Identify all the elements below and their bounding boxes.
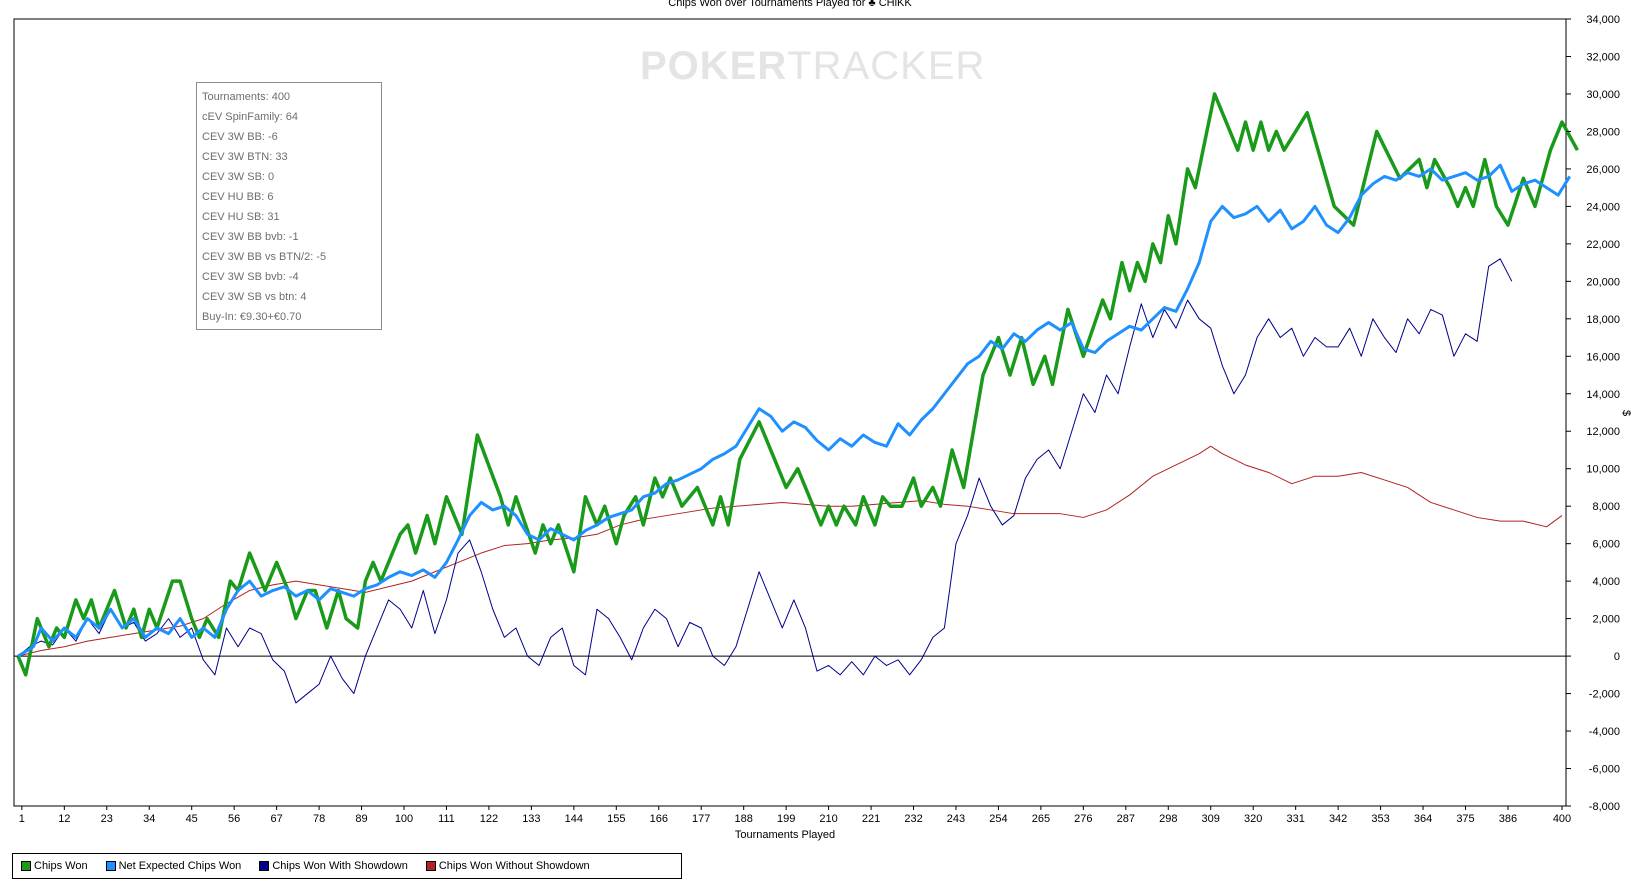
stats-line: cEV SpinFamily: 64 bbox=[202, 111, 298, 123]
x-tick-label: 287 bbox=[1117, 813, 1135, 825]
y-tick-label: 24,000 bbox=[1586, 201, 1620, 213]
series-line-chips-won-without-showdown bbox=[17, 445, 1563, 657]
x-tick-label: 100 bbox=[395, 813, 413, 825]
x-tick-label: 12 bbox=[58, 813, 70, 825]
y-tick-label: 6,000 bbox=[1592, 539, 1620, 551]
legend-label: Chips Won With Showdown bbox=[272, 860, 408, 872]
chart-title: Chips Won over Tournaments Played for ♣ … bbox=[668, 0, 912, 9]
stats-line: CEV 3W SB bvb: -4 bbox=[202, 271, 299, 283]
y-tick-label: -4,000 bbox=[1589, 726, 1620, 738]
series-line-net-expected-chips-won bbox=[17, 163, 1571, 658]
y-tick-label: 28,000 bbox=[1586, 126, 1620, 138]
x-tick-label: 254 bbox=[989, 813, 1007, 825]
stats-line: CEV 3W BB bvb: -1 bbox=[202, 231, 299, 243]
x-axis-label: Tournaments Played bbox=[735, 829, 835, 841]
chart-legend: Chips Won Net Expected Chips Won Chips Won… bbox=[12, 853, 682, 879]
stats-line: CEV 3W BTN: 33 bbox=[202, 151, 288, 163]
legend-swatch bbox=[425, 861, 436, 871]
x-tick-label: 298 bbox=[1159, 813, 1177, 825]
stats-line: CEV HU BB: 6 bbox=[202, 191, 274, 203]
x-tick-label: 56 bbox=[228, 813, 240, 825]
y-tick-label: 20,000 bbox=[1586, 276, 1620, 288]
x-tick-label: 67 bbox=[270, 813, 282, 825]
x-tick-label: 210 bbox=[819, 813, 837, 825]
x-axis-ticks: 1 12 23 34 45 56 67 78 89 100 111 122 133 144 155 166 17… bbox=[19, 806, 1571, 825]
legend-label: Chips Won bbox=[34, 860, 88, 872]
x-tick-label: 364 bbox=[1414, 813, 1432, 825]
series-line-chips-won bbox=[16, 92, 1579, 677]
x-tick-label: 221 bbox=[862, 813, 880, 825]
y-tick-label: 32,000 bbox=[1586, 51, 1620, 63]
x-tick-label: 265 bbox=[1032, 813, 1050, 825]
x-tick-label: 45 bbox=[186, 813, 198, 825]
x-tick-label: 243 bbox=[947, 813, 965, 825]
stats-line: CEV HU SB: 31 bbox=[202, 211, 280, 223]
stats-line: CEV 3W SB: 0 bbox=[202, 171, 275, 183]
legend-swatch bbox=[259, 861, 270, 871]
x-tick-label: 78 bbox=[313, 813, 325, 825]
x-tick-label: 23 bbox=[101, 813, 113, 825]
y-tick-label: 26,000 bbox=[1586, 164, 1620, 176]
x-tick-label: 1 bbox=[19, 813, 25, 825]
legend-label: Chips Won Without Showdown bbox=[438, 860, 590, 872]
x-tick-label: 386 bbox=[1499, 813, 1517, 825]
y-tick-label: -6,000 bbox=[1589, 764, 1620, 776]
y-tick-label: 4,000 bbox=[1592, 576, 1620, 588]
legend-item[interactable]: Chips Won bbox=[21, 860, 88, 872]
x-tick-label: 111 bbox=[438, 813, 455, 825]
x-tick-label: 144 bbox=[565, 813, 583, 825]
series-line-chips-won-with-showdown bbox=[17, 258, 1513, 704]
x-tick-label: 320 bbox=[1244, 813, 1262, 825]
y-tick-label: 30,000 bbox=[1586, 89, 1620, 101]
legend-item[interactable]: Net Expected Chips Won bbox=[105, 860, 242, 872]
x-tick-label: 122 bbox=[480, 813, 498, 825]
y-tick-label: 12,000 bbox=[1586, 426, 1620, 438]
y-tick-label: 18,000 bbox=[1586, 314, 1620, 326]
x-tick-label: 133 bbox=[522, 813, 540, 825]
y-tick-label: -2,000 bbox=[1589, 689, 1620, 701]
y-tick-label: 2,000 bbox=[1592, 614, 1620, 626]
x-tick-label: 375 bbox=[1456, 813, 1474, 825]
x-tick-label: 89 bbox=[355, 813, 367, 825]
y-axis-label: $ bbox=[1620, 410, 1632, 416]
y-tick-label: 22,000 bbox=[1586, 239, 1620, 251]
x-tick-label: 232 bbox=[904, 813, 922, 825]
stats-line: CEV 3W BB vs BTN/2: -5 bbox=[202, 251, 327, 263]
plot-area bbox=[13, 18, 1567, 807]
pokertracker-watermark: POKERTRACKER bbox=[640, 44, 986, 88]
legend-swatch bbox=[105, 861, 116, 871]
series-lines bbox=[16, 92, 1579, 704]
stats-line: CEV 3W SB vs btn: 4 bbox=[202, 291, 307, 303]
y-axis-ticks: -8,000 -6,000 -4,000 -2,000 0 2,000 4,000 6,000… bbox=[1566, 14, 1620, 813]
legend-item[interactable]: Chips Won Without Showdown bbox=[425, 860, 590, 872]
y-tick-label: 14,000 bbox=[1586, 389, 1620, 401]
legend-label: Net Expected Chips Won bbox=[118, 860, 242, 872]
x-tick-label: 276 bbox=[1074, 813, 1092, 825]
x-tick-label: 177 bbox=[692, 813, 710, 825]
x-tick-label: 155 bbox=[607, 813, 625, 825]
x-tick-label: 309 bbox=[1202, 813, 1220, 825]
y-tick-label: 34,000 bbox=[1586, 14, 1620, 26]
y-tick-label: 8,000 bbox=[1592, 501, 1620, 513]
y-tick-label: -8,000 bbox=[1589, 801, 1620, 813]
stats-line: Tournaments: 400 bbox=[202, 91, 291, 103]
x-tick-label: 342 bbox=[1329, 813, 1347, 825]
y-tick-label: 0 bbox=[1614, 651, 1620, 663]
x-tick-label: 34 bbox=[143, 813, 155, 825]
legend-item[interactable]: Chips Won With Showdown bbox=[259, 860, 408, 872]
y-tick-label: 10,000 bbox=[1586, 464, 1620, 476]
stats-line: CEV 3W BB: -6 bbox=[202, 131, 278, 143]
x-tick-label: 166 bbox=[650, 813, 668, 825]
x-tick-label: 400 bbox=[1553, 813, 1571, 825]
x-tick-label: 199 bbox=[777, 813, 795, 825]
stats-box: Tournaments: 400 cEV SpinFamily: 64 CEV 3W… bbox=[196, 82, 382, 330]
stats-line: Buy-In: €9.30+€0.70 bbox=[202, 311, 302, 323]
y-tick-label: 16,000 bbox=[1586, 351, 1620, 363]
x-tick-label: 188 bbox=[735, 813, 753, 825]
x-tick-label: 331 bbox=[1286, 813, 1304, 825]
x-tick-label: 353 bbox=[1371, 813, 1389, 825]
legend-swatch bbox=[21, 861, 31, 871]
